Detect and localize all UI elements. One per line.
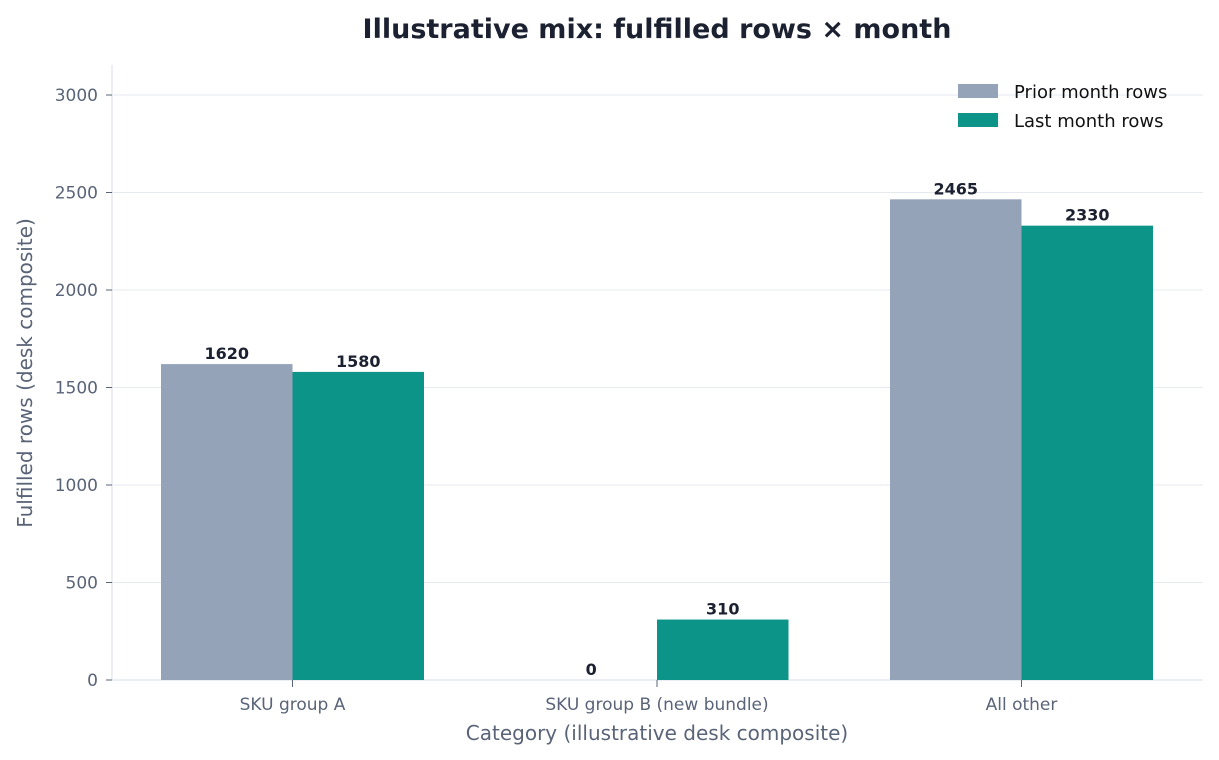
y-tick-label: 500 xyxy=(66,574,98,594)
y-tick-label: 2500 xyxy=(55,184,98,204)
chart-title: Illustrative mix: fulfilled rows × month xyxy=(363,14,952,45)
x-tick-label: SKU group B (new bundle) xyxy=(545,695,768,715)
bar-prior xyxy=(890,199,1022,680)
y-tick-label: 1000 xyxy=(55,476,98,496)
bar-last xyxy=(292,371,424,680)
bar-value-label: 1580 xyxy=(336,352,381,371)
legend-label-last: Last month rows xyxy=(1014,111,1163,132)
legend-swatch-last xyxy=(958,113,998,127)
x-axis-label: Category (illustrative desk composite) xyxy=(466,721,848,745)
x-ticks: SKU group A SKU group B (new bundle) All o… xyxy=(240,680,1058,715)
bar-value-label: 2465 xyxy=(933,179,978,198)
legend-swatch-prior xyxy=(958,84,998,98)
x-tick-label: All other xyxy=(986,695,1058,715)
bar-value-label: 1620 xyxy=(204,344,249,363)
data-labels: 1620 1580 0 310 2465 2330 xyxy=(204,179,1109,679)
y-tick-label: 3000 xyxy=(55,86,98,106)
bars xyxy=(161,199,1153,680)
y-tick-label: 1500 xyxy=(55,379,98,399)
bar-value-label: 2330 xyxy=(1065,206,1110,225)
bar-value-label: 0 xyxy=(586,660,597,679)
legend-label-prior: Prior month rows xyxy=(1014,82,1167,103)
y-ticks: 0 500 1000 1500 2000 2500 3000 xyxy=(55,86,112,691)
bar-last xyxy=(657,619,789,680)
y-axis-label: Fulfilled rows (desk composite) xyxy=(13,218,37,528)
bar-prior xyxy=(161,364,293,680)
legend: Prior month rows Last month rows xyxy=(958,82,1167,132)
y-tick-label: 2000 xyxy=(55,281,98,301)
bar-last xyxy=(1021,225,1153,680)
x-tick-label: SKU group A xyxy=(240,695,346,715)
bar-value-label: 310 xyxy=(706,600,739,619)
y-tick-label: 0 xyxy=(87,671,98,691)
